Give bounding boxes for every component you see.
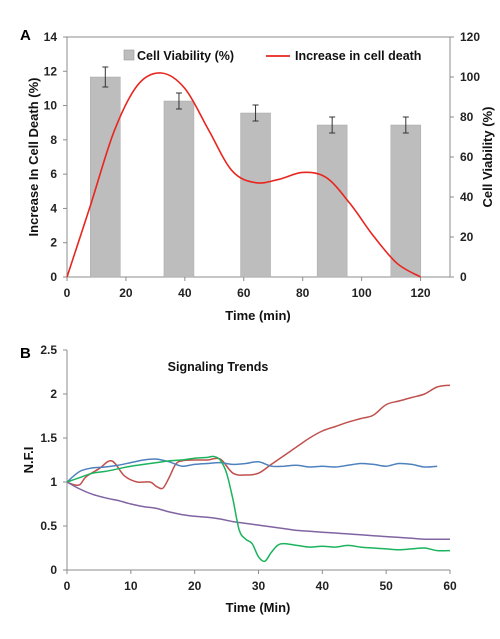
chart-a-right-axis-title: Cell Viability (%) <box>480 107 495 208</box>
blue-series-line <box>66 458 438 483</box>
y-tick-label: 1 <box>50 475 57 489</box>
x-tick-label: 30 <box>252 579 266 593</box>
x-tick-label: 0 <box>64 579 71 593</box>
cell-viability-bar <box>390 124 422 278</box>
y-tick-label: 0 <box>50 563 57 577</box>
right-y-tick-label: 40 <box>460 190 474 204</box>
chart-b-x-axis-title: Time (Min) <box>226 600 291 615</box>
left-y-tick-label: 4 <box>50 201 57 215</box>
x-tick-label: 10 <box>124 579 138 593</box>
left-y-tick-label: 6 <box>50 167 57 181</box>
right-y-tick-label: 100 <box>460 70 480 84</box>
cell-viability-bar <box>240 112 271 278</box>
chart-a-ticks: 0 20 40 60 80 100 120 0 2 4 6 8 10 12 14 0 20 40 60 80 100 12… <box>44 30 481 300</box>
x-tick-label: 80 <box>296 286 310 300</box>
x-tick-label: 20 <box>119 286 133 300</box>
panel-a-letter: A <box>20 27 31 44</box>
cell-viability-bar <box>90 76 121 278</box>
right-y-tick-label: 80 <box>460 110 474 124</box>
y-tick-label: 2 <box>50 387 57 401</box>
chart-b-ticks: 0 10 20 30 40 50 60 0 0.5 1 1.5 2 2.5 <box>40 343 457 593</box>
left-y-tick-label: 0 <box>50 270 57 284</box>
legend-curve-label: Increase in cell death <box>295 49 421 63</box>
cell-viability-bar <box>163 100 195 278</box>
right-y-tick-label: 20 <box>460 230 474 244</box>
chart-b-title: Signaling Trends <box>168 360 269 374</box>
red-series-line <box>66 384 451 490</box>
right-y-tick-label: 60 <box>460 150 474 164</box>
x-tick-label: 40 <box>178 286 192 300</box>
left-y-tick-label: 8 <box>50 133 57 147</box>
left-y-tick-label: 14 <box>44 30 58 44</box>
left-y-tick-label: 10 <box>44 99 58 113</box>
x-tick-label: 40 <box>316 579 330 593</box>
purple-series-line <box>66 481 450 540</box>
chart-a-cell-death-curve <box>66 72 421 278</box>
y-tick-label: 1.5 <box>40 431 57 445</box>
chart-a-x-axis-title: Time (min) <box>225 308 291 323</box>
chart-b-series-lines <box>66 384 451 563</box>
chart-a-bars <box>90 76 422 278</box>
x-tick-label: 20 <box>188 579 202 593</box>
x-tick-label: 0 <box>64 286 71 300</box>
chart-a-left-axis-title: Increase In Cell Death (%) <box>26 78 41 237</box>
left-y-tick-label: 2 <box>50 236 57 250</box>
chart-b: 0 10 20 30 40 50 60 0 0.5 1 1.5 2 2.5 Signaling Tren… <box>21 343 457 615</box>
panel-b-letter: B <box>20 345 31 362</box>
left-y-tick-label: 12 <box>44 64 58 78</box>
green-series-line <box>66 455 451 563</box>
x-tick-label: 50 <box>379 579 393 593</box>
legend-bar-label: Cell Viability (%) <box>137 49 234 63</box>
chart-a-legend: Cell Viability (%) Increase in cell deat… <box>123 49 421 63</box>
x-tick-label: 60 <box>443 579 457 593</box>
x-tick-label: 60 <box>237 286 251 300</box>
cell-viability-bar <box>316 124 348 278</box>
right-y-tick-label: 120 <box>460 30 480 44</box>
chart-a-error-bars <box>102 66 409 134</box>
legend-bar-swatch <box>123 49 135 61</box>
chart-b-y-axis-title: N.F.I <box>21 447 36 474</box>
chart-a: 0 20 40 60 80 100 120 0 2 4 6 8 10 12 14 0 20 40 60 80 100 12… <box>26 30 495 323</box>
x-tick-label: 120 <box>411 286 431 300</box>
y-tick-label: 0.5 <box>40 519 57 533</box>
y-tick-label: 2.5 <box>40 343 57 357</box>
x-tick-label: 100 <box>352 286 372 300</box>
right-y-tick-label: 0 <box>460 270 467 284</box>
